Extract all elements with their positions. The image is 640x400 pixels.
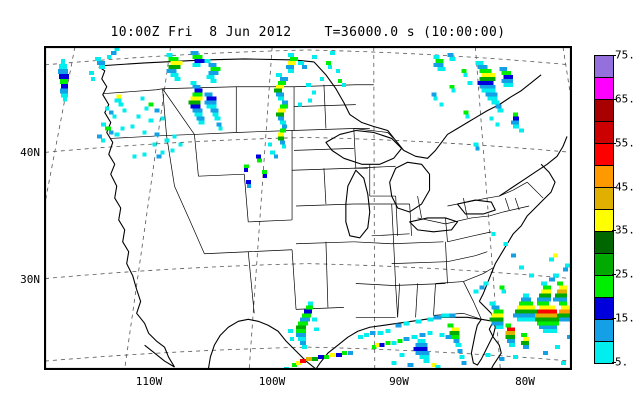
precip-cell-great-basin <box>130 96 183 159</box>
precip-cell-florida <box>391 313 467 369</box>
precip-cell-puget <box>88 47 120 81</box>
colorbar-tick-65: 65. <box>615 92 635 106</box>
colorbar-band-30[interactable] <box>595 254 613 276</box>
page-title: 10:00Z Fri 8 Jun 2012 T=36000.0 s (10:00… <box>110 24 506 40</box>
precip-cell-gulf-coast <box>357 329 459 350</box>
map-canvas <box>45 47 571 369</box>
colorbar-band-70[interactable] <box>595 78 613 100</box>
y-axis-tick-30n: 30N <box>20 273 40 286</box>
colorbar-band-45[interactable] <box>595 188 613 210</box>
x-axis-tick-110w: 110W <box>135 375 163 388</box>
colorbar-band-15[interactable] <box>595 320 613 342</box>
colorbar-tick-45: 45. <box>615 180 635 194</box>
colorbar-band-35[interactable] <box>595 232 613 254</box>
colorbar-tick-35: 35. <box>615 223 635 237</box>
precip-cell-great-lakes <box>431 52 514 113</box>
colorbar-tickmark-35 <box>612 230 616 232</box>
y-axis-tick-40n: 40N <box>20 146 40 159</box>
x-axis-tick-90w: 90W <box>389 375 409 388</box>
colorbar-tickmark-75 <box>612 55 616 56</box>
colorbar-tick-labels: 75. 65. 55. 45. 35. 25. 15. 5. <box>612 49 640 369</box>
x-axis-tick-80w: 80W <box>515 375 535 388</box>
colorbar-band-75[interactable] <box>595 56 613 78</box>
precip-cell-central-texas <box>288 301 319 350</box>
colorbar-tickmark-25 <box>612 274 616 276</box>
precip-cell-mid-atlantic <box>491 231 525 270</box>
colorbar-tickmark-15 <box>612 318 616 320</box>
precip-cell-upper-midwest <box>298 50 346 107</box>
colorbar-band-10[interactable] <box>595 342 613 363</box>
precip-cell-south-texas <box>284 351 353 369</box>
colorbar-band-65[interactable] <box>595 100 613 122</box>
precip-cell-dakotas <box>268 52 308 159</box>
precip-cell-pnw-coast <box>57 58 69 102</box>
colorbar-band-20[interactable] <box>595 298 613 320</box>
colorbar-tick-25: 25. <box>615 267 635 281</box>
colorbar-band-40[interactable] <box>595 210 613 232</box>
plot-title-bar: 10:00Z Fri 8 Jun 2012 T=36000.0 s (10:00… <box>44 22 572 42</box>
map-panel[interactable] <box>44 46 572 370</box>
colorbar-tickmark-65 <box>612 98 616 100</box>
x-axis-tick-100w: 100W <box>258 375 286 388</box>
colorbar-band-60[interactable] <box>595 122 613 144</box>
graticule <box>45 47 571 369</box>
precipitation-field <box>57 47 571 369</box>
colorbar-band-55[interactable] <box>595 144 613 166</box>
precip-cell-new-england <box>463 110 525 151</box>
colorbar-tick-55: 55. <box>615 136 635 150</box>
precip-cell-oregon <box>96 94 127 143</box>
colorbar-band-50[interactable] <box>595 166 613 188</box>
precip-cell-idaho-montana <box>166 50 223 131</box>
colorbar-tick-5: 5. <box>615 355 629 369</box>
colorbar-tick-75: 75. <box>615 48 635 62</box>
colorbar-tickmark-5 <box>612 362 616 363</box>
colorbar-tickmark-55 <box>612 142 616 144</box>
colorbar-tickmark-45 <box>612 186 616 188</box>
precip-cell-atlantic-convection <box>473 253 571 366</box>
state-borders <box>102 84 544 320</box>
colorbar-band-25[interactable] <box>595 276 613 298</box>
map-frame <box>45 47 571 369</box>
colorbar[interactable] <box>594 55 614 364</box>
precip-cell-colorado <box>244 154 268 189</box>
colorbar-tick-15: 15. <box>615 311 635 325</box>
